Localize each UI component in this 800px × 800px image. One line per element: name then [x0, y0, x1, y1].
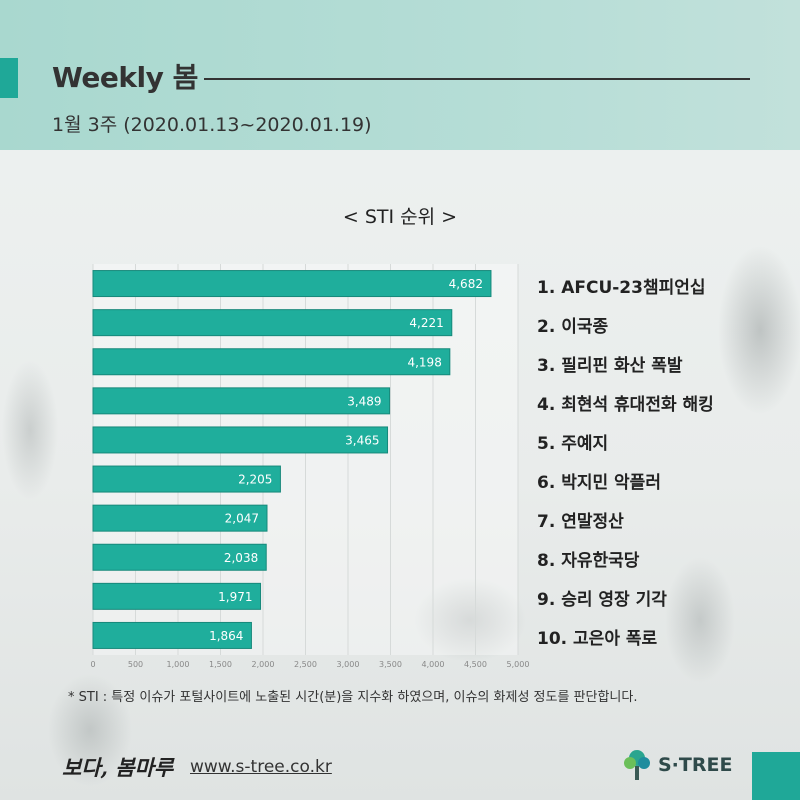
- category-label: 10. 고은아 폭로: [537, 629, 658, 650]
- x-tick-label: 2,500: [294, 660, 317, 669]
- x-tick-label: 4,500: [464, 660, 487, 669]
- bar-value-label: 2,038: [224, 551, 258, 565]
- category-label: 4. 최현석 휴대전화 해킹: [537, 394, 714, 415]
- bar-value-label: 4,221: [409, 316, 443, 330]
- x-tick-label: 5,000: [507, 660, 530, 669]
- signature-logo: 보다, 봄마루: [62, 755, 174, 780]
- x-tick-label: 1,000: [167, 660, 190, 669]
- bar-value-label: 4,682: [449, 277, 483, 291]
- bar: [92, 582, 262, 610]
- category-label: 7. 연말정산: [537, 512, 624, 533]
- x-tick-label: 3,000: [337, 660, 360, 669]
- bar-value-label: 4,198: [407, 355, 441, 369]
- x-tick-label: 500: [128, 660, 143, 669]
- bar: [92, 387, 391, 415]
- bar-value-label: 1,864: [209, 629, 243, 643]
- category-label: 2. 이국종: [537, 316, 609, 337]
- tree-icon: [624, 750, 650, 780]
- corner-accent: [752, 752, 800, 800]
- category-label: 8. 자유한국당: [537, 551, 640, 572]
- footnote: * STI : 특정 이슈가 포털사이트에 노출된 시간(분)을 지수화 하였으…: [68, 690, 638, 705]
- x-tick-label: 2,000: [252, 660, 275, 669]
- logo-text: S·TREE: [658, 754, 733, 776]
- header-accent-bar: [0, 58, 18, 98]
- category-label: 9. 승리 영장 기각: [537, 590, 667, 611]
- website-link[interactable]: www.s-tree.co.kr: [190, 757, 332, 777]
- bar: [92, 270, 492, 298]
- stree-logo: S·TREE: [622, 748, 732, 782]
- x-tick-label: 0: [90, 660, 95, 669]
- x-tick-label: 1,500: [209, 660, 232, 669]
- bar-value-label: 2,047: [225, 512, 259, 526]
- bar: [92, 621, 252, 649]
- title-divider: [204, 78, 750, 80]
- bar: [92, 309, 453, 337]
- category-label: 6. 박지민 악플러: [537, 473, 661, 494]
- bar-value-label: 1,971: [218, 590, 252, 604]
- x-tick-label: 4,000: [422, 660, 445, 669]
- bar-value-label: 3,489: [347, 394, 381, 408]
- chart-title: < STI 순위 >: [342, 206, 458, 228]
- bar-value-label: 3,465: [345, 433, 379, 447]
- bar: [92, 426, 389, 454]
- bar: [92, 348, 451, 376]
- header-band: [0, 0, 800, 150]
- category-label: 3. 필리핀 화산 폭발: [537, 355, 683, 376]
- bar-value-label: 2,205: [238, 473, 272, 487]
- category-label: 5. 주예지: [537, 433, 609, 454]
- category-label: 1. AFCU-23챔피언십: [537, 277, 706, 298]
- page-title: Weekly 봄: [52, 61, 198, 94]
- bar: [92, 504, 268, 532]
- bar: [92, 543, 267, 571]
- bar: [92, 465, 281, 493]
- x-tick-label: 3,500: [379, 660, 402, 669]
- page-subtitle: 1월 3주 (2020.01.13~2020.01.19): [52, 114, 372, 136]
